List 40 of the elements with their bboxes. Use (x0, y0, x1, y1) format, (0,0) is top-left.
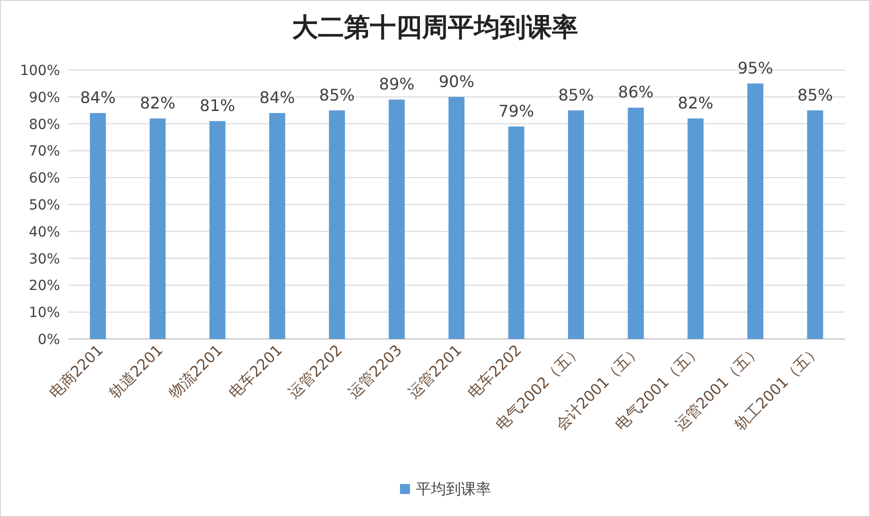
bar (209, 121, 226, 339)
bar (568, 110, 584, 339)
bar (747, 83, 764, 339)
bar (807, 110, 824, 339)
legend: 平均到课率 (400, 480, 491, 498)
data-label: 95% (738, 58, 774, 78)
y-tick-label: 80% (28, 116, 60, 133)
y-tick-label: 40% (28, 224, 60, 240)
y-tick-label: 100% (20, 63, 60, 79)
bar (688, 118, 704, 339)
y-tick-label: 20% (28, 278, 60, 294)
data-label: 81% (200, 96, 236, 116)
data-label: 86% (618, 82, 654, 102)
data-label: 84% (259, 88, 295, 108)
bar (328, 110, 345, 339)
bar (448, 96, 464, 339)
y-tick-label: 50% (28, 198, 60, 214)
chart-title: 大二第十四周平均到课率 (292, 13, 578, 43)
y-tick-label: 30% (28, 251, 60, 268)
data-label: 85% (319, 85, 355, 104)
data-label: 84% (80, 88, 116, 108)
data-label: 89% (378, 74, 415, 94)
bar (269, 113, 286, 339)
bar (508, 126, 524, 339)
data-label: 82% (140, 93, 176, 112)
data-label: 85% (797, 85, 833, 104)
bar (628, 108, 644, 339)
y-tick-label: 70% (28, 144, 60, 160)
y-tick-label: 60% (28, 170, 60, 187)
bar (150, 118, 166, 339)
bar (90, 113, 106, 339)
data-label: 90% (438, 72, 474, 91)
y-tick-label: 10% (28, 305, 60, 322)
y-tick-label: 0% (38, 332, 60, 348)
data-label: 82% (678, 93, 714, 112)
bar (388, 100, 405, 339)
legend-label: 平均到课率 (416, 480, 491, 498)
data-label: 85% (558, 85, 594, 104)
data-label: 79% (498, 101, 534, 120)
y-tick-label: 90% (28, 90, 60, 106)
